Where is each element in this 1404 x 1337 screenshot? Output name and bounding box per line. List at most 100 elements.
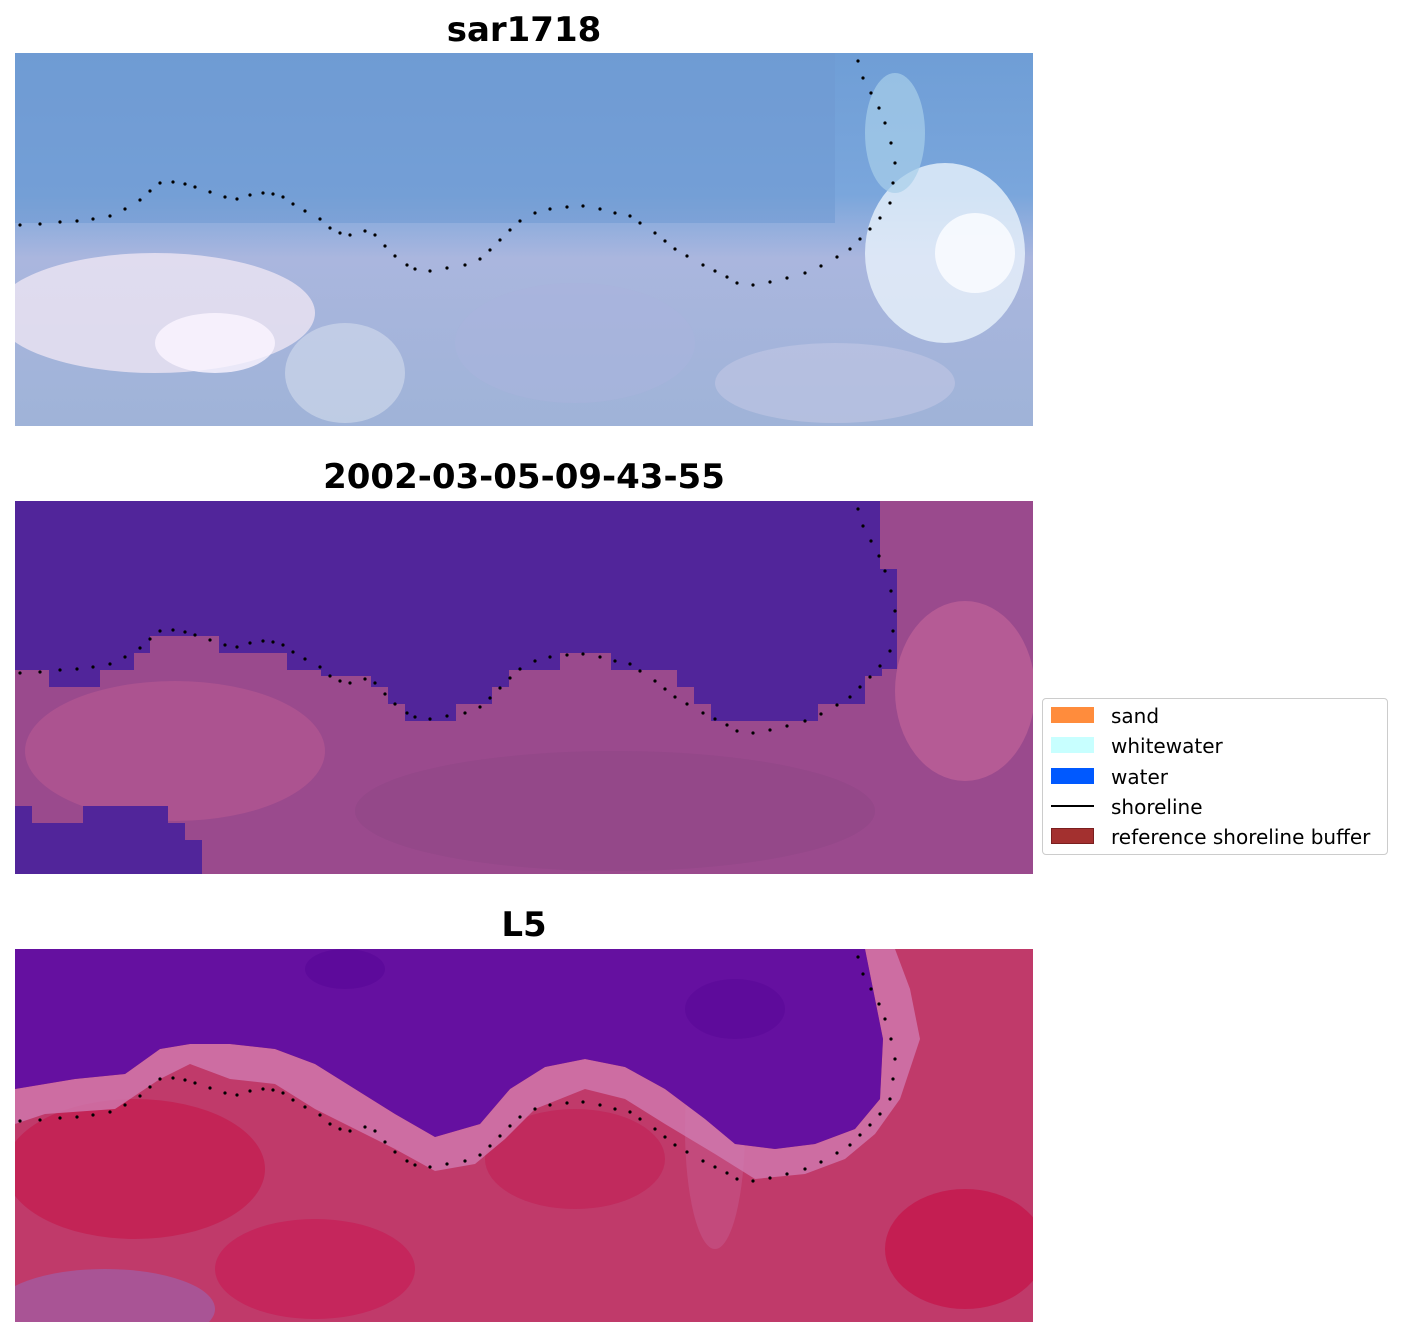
shoreline-dot	[581, 1100, 585, 1104]
shoreline-dot	[498, 686, 502, 690]
shoreline-dot	[518, 667, 522, 671]
shoreline-dot	[58, 1116, 62, 1120]
shoreline-dot	[281, 1091, 285, 1095]
shoreline-dot	[868, 675, 872, 679]
shoreline-dot	[248, 1089, 252, 1093]
shoreline-dot	[598, 655, 602, 659]
shoreline-dots	[18, 507, 897, 735]
shoreline-dot	[598, 1103, 602, 1107]
legend-label-shoreline: shoreline	[1111, 795, 1203, 819]
shoreline-dot	[463, 711, 467, 715]
shoreline-dot	[548, 655, 552, 659]
shoreline-dot	[318, 1113, 322, 1117]
shoreline-dot	[508, 1124, 512, 1128]
shoreline-dot	[75, 1115, 79, 1119]
index-image-panel	[15, 949, 1033, 1322]
legend-swatch-shoreline	[1051, 805, 1094, 807]
shoreline-dot	[445, 1162, 449, 1166]
shoreline-dot	[291, 650, 295, 654]
shoreline-dot	[888, 649, 892, 653]
shoreline-dot	[108, 1110, 112, 1114]
shoreline-dot	[138, 646, 142, 650]
legend-swatch-water	[1051, 768, 1094, 784]
shoreline-dot	[405, 711, 409, 715]
shoreline-dot	[413, 715, 417, 719]
shoreline-dot	[363, 677, 367, 681]
legend: sand whitewater water shoreline referenc…	[1042, 698, 1388, 855]
shoreline-dot	[835, 703, 839, 707]
shoreline-dot	[405, 263, 409, 267]
shoreline-dot	[123, 655, 127, 659]
shoreline-dot	[628, 1110, 632, 1114]
shoreline-dot	[858, 685, 862, 689]
shoreline-dot	[598, 207, 602, 211]
shoreline-dot	[348, 681, 352, 685]
shoreline-dot	[223, 195, 227, 199]
shoreline-dot	[883, 121, 887, 125]
shoreline-dot	[223, 1091, 227, 1095]
shoreline-dot	[858, 1133, 862, 1137]
shoreline-dot	[673, 695, 677, 699]
shoreline-dot	[91, 217, 95, 221]
shoreline-dot	[701, 1159, 705, 1163]
legend-swatch-sand	[1051, 707, 1094, 723]
shoreline-dot	[685, 254, 689, 258]
shoreline-dot	[18, 223, 22, 227]
shoreline-dot	[393, 254, 397, 258]
shoreline-dot	[488, 248, 492, 252]
panel-title-classified: 2002-03-05-09-43-55	[323, 457, 725, 497]
shoreline-dot	[861, 76, 865, 80]
shoreline-dot	[819, 712, 823, 716]
shoreline-dot	[725, 723, 729, 727]
shoreline-dot	[877, 106, 881, 110]
shoreline-dot	[393, 702, 397, 706]
shoreline-dot	[848, 247, 852, 251]
shoreline-dot	[653, 231, 657, 235]
shoreline-dot	[628, 214, 632, 218]
shoreline-dot	[581, 652, 585, 656]
shoreline-dot	[673, 247, 677, 251]
shoreline-dot	[183, 1078, 187, 1082]
shoreline-dot	[148, 189, 152, 193]
shoreline-dot	[628, 662, 632, 666]
legend-swatch-whitewater	[1051, 737, 1094, 753]
shoreline-dots	[18, 59, 897, 287]
shoreline-dot	[751, 283, 755, 287]
shoreline-dot	[363, 229, 367, 233]
shoreline-dot	[893, 609, 897, 613]
shoreline-dot	[413, 267, 417, 271]
shoreline-dot	[291, 202, 295, 206]
shoreline-dot	[158, 629, 162, 633]
shoreline-dot	[856, 507, 860, 511]
shoreline-dot	[463, 263, 467, 267]
shoreline-dot	[861, 972, 865, 976]
shoreline-dot	[889, 141, 893, 145]
shoreline-dot	[768, 280, 772, 284]
shoreline-dot	[713, 717, 717, 721]
legend-item-water: water	[1051, 765, 1381, 789]
shoreline-dot	[183, 630, 187, 634]
shoreline-dot	[819, 264, 823, 268]
shoreline-dot	[713, 269, 717, 273]
shoreline-dot	[208, 638, 212, 642]
shoreline-dot	[803, 1167, 807, 1171]
shoreline-dot	[328, 1122, 332, 1126]
shoreline-dot	[518, 1115, 522, 1119]
shoreline-dot	[171, 1076, 175, 1080]
shoreline-dot	[338, 679, 342, 683]
shoreline-dot	[383, 244, 387, 248]
shoreline-dot	[663, 239, 667, 243]
shoreline-dot	[261, 191, 265, 195]
shoreline-dot	[856, 955, 860, 959]
rgb-image-panel	[15, 53, 1033, 426]
shoreline-dot	[735, 1177, 739, 1181]
shoreline-dot	[858, 237, 862, 241]
shoreline-dot	[735, 281, 739, 285]
shoreline-dot	[18, 671, 22, 675]
shoreline-dot	[768, 728, 772, 732]
shoreline-dot	[488, 696, 492, 700]
shoreline-dot	[393, 1150, 397, 1154]
shoreline-dot	[713, 1165, 717, 1169]
shoreline-dot	[508, 228, 512, 232]
shoreline-dot	[725, 1171, 729, 1175]
